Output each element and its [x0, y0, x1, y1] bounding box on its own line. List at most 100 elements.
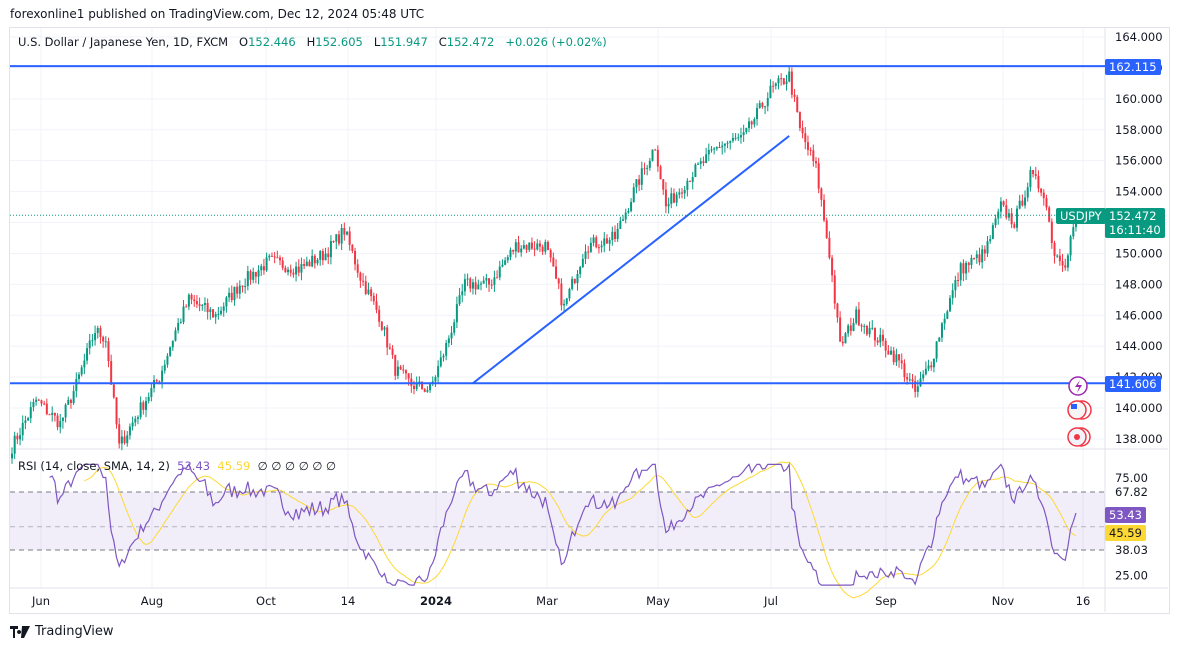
candle-down — [343, 227, 346, 235]
rsi-line — [49, 462, 1077, 586]
candle-down — [308, 261, 311, 267]
candle-up — [126, 435, 129, 444]
candle-down — [354, 250, 357, 265]
candle-down — [812, 150, 815, 162]
candle-up — [1026, 187, 1029, 198]
candle-down — [793, 94, 796, 97]
candle-down — [820, 188, 823, 200]
time-tick-label: Aug — [141, 594, 163, 608]
candle-up — [522, 245, 525, 249]
candle-up — [182, 306, 185, 323]
candle-up — [737, 137, 740, 139]
candle-down — [672, 193, 675, 203]
candle-down — [407, 373, 410, 379]
candle-down — [1021, 200, 1024, 206]
candle-up — [981, 249, 984, 263]
candle-up — [616, 228, 619, 240]
candle-down — [394, 354, 397, 376]
candle-up — [568, 288, 571, 299]
tradingview-logo-icon — [10, 625, 30, 638]
candle-down — [547, 241, 549, 251]
candle-down — [557, 278, 560, 284]
candle-down — [860, 325, 863, 327]
candle-down — [530, 242, 533, 249]
candle-up — [619, 220, 622, 229]
rsi-tick-label: 67.82 — [1115, 485, 1148, 499]
candle-up — [748, 121, 750, 129]
candle-up — [131, 422, 134, 427]
candle-up — [1072, 227, 1075, 237]
candle-up — [994, 218, 997, 226]
candle-up — [686, 180, 689, 190]
candle-down — [155, 380, 158, 382]
price-tick-label: 148.000 — [1115, 277, 1163, 291]
candle-down — [281, 260, 284, 268]
candle-up — [493, 277, 496, 285]
low-label: L — [373, 35, 381, 49]
candle-up — [694, 164, 697, 178]
lightning-glyph — [1075, 380, 1082, 393]
candle-up — [128, 426, 131, 436]
candle-up — [203, 302, 206, 305]
candle-up — [367, 289, 370, 294]
candle-up — [96, 327, 99, 334]
chart-frame — [9, 27, 1170, 614]
candle-up — [1029, 170, 1032, 188]
candle-down — [836, 303, 839, 318]
candle-down — [190, 294, 193, 300]
candle-up — [463, 279, 466, 292]
candle-up — [756, 107, 759, 120]
candle-down — [560, 283, 563, 306]
candle-up — [742, 132, 745, 136]
candle-down — [1042, 192, 1045, 199]
candle-up — [600, 245, 603, 248]
change-value: +0.026 (+0.02%) — [505, 35, 607, 49]
candle-up — [707, 150, 710, 155]
candle-down — [297, 266, 300, 273]
candle-up — [13, 435, 16, 454]
candle-up — [1018, 200, 1021, 209]
candle-up — [611, 231, 614, 240]
candle-up — [233, 286, 236, 301]
tradingview-logo[interactable]: TradingView — [10, 624, 114, 639]
candle-down — [262, 266, 265, 271]
candle-up — [64, 404, 67, 418]
candle-down — [364, 281, 367, 294]
candle-down — [404, 370, 407, 374]
candle-up — [940, 323, 943, 338]
high-value: 152.605 — [315, 35, 363, 49]
candle-down — [276, 257, 279, 259]
candle-up — [471, 282, 474, 289]
candle-up — [145, 401, 147, 410]
candle-down — [99, 327, 102, 337]
candle-up — [683, 189, 686, 194]
candle-up — [147, 396, 150, 402]
candle-down — [496, 277, 499, 279]
candle-up — [86, 348, 89, 361]
candle-up — [777, 78, 780, 84]
candle-up — [1016, 208, 1018, 228]
candle-up — [697, 163, 700, 165]
time-tick-label: 14 — [341, 594, 356, 608]
candle-down — [270, 255, 273, 257]
candle-down — [69, 399, 72, 403]
candle-up — [581, 258, 584, 268]
candle-up — [225, 297, 228, 307]
candle-up — [908, 379, 911, 381]
rsi-legend: RSI (14, close, SMA, 14, 2) 53.43 45.59 … — [18, 459, 336, 473]
candle-down — [906, 377, 909, 380]
candle-up — [991, 225, 994, 240]
candle-down — [857, 309, 860, 326]
publish-line: forexonline1 published on TradingView.co… — [10, 7, 425, 21]
candle-down — [292, 272, 295, 275]
candle-down — [118, 424, 121, 444]
candle-down — [212, 309, 214, 318]
candle-up — [943, 318, 946, 324]
candle-up — [455, 304, 458, 323]
candle-down — [780, 78, 783, 80]
candle-down — [587, 251, 590, 253]
candle-down — [185, 306, 188, 308]
candle-down — [391, 348, 394, 355]
candle-up — [316, 259, 319, 264]
